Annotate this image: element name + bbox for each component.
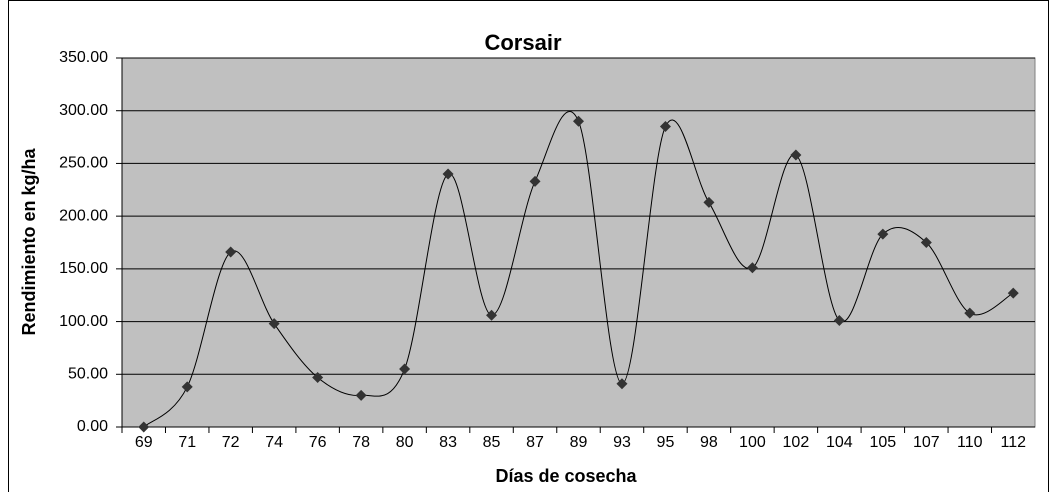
x-tick-label: 112 xyxy=(1001,434,1027,451)
y-tick-label: 150.00 xyxy=(59,260,108,277)
chart-title: Corsair xyxy=(484,30,561,55)
x-axis-label: Días de cosecha xyxy=(495,466,637,486)
data-marker xyxy=(138,421,150,433)
data-marker xyxy=(355,389,367,401)
x-tick-label: 93 xyxy=(613,434,631,451)
y-axis-label: Rendimiento en kg/ha xyxy=(19,148,39,336)
x-tick-label: 107 xyxy=(913,434,940,451)
y-tick-label: 50.00 xyxy=(68,366,108,383)
data-marker xyxy=(268,318,280,330)
plot-area: 0.00 50.00 100.00 150.00 200.00 250.00 300.00 3… xyxy=(59,49,1036,451)
x-tick-label: 78 xyxy=(352,434,370,451)
x-tick-label: 69 xyxy=(135,434,153,451)
x-tick-label: 76 xyxy=(309,434,327,451)
data-marker xyxy=(920,237,932,248)
x-tick-label: 105 xyxy=(869,434,896,451)
x-tick-label: 80 xyxy=(396,434,414,451)
plot-background xyxy=(121,57,1036,428)
data-marker xyxy=(703,196,715,208)
data-marker xyxy=(225,246,237,258)
data-marker xyxy=(573,115,584,127)
data-marker xyxy=(529,175,541,187)
y-tick-label: 100.00 xyxy=(59,313,108,330)
data-marker xyxy=(616,378,628,390)
data-marker xyxy=(746,262,758,274)
x-tick-label: 98 xyxy=(700,434,718,451)
data-marker xyxy=(833,315,845,327)
x-tick-label: 102 xyxy=(783,434,810,451)
data-marker xyxy=(181,381,193,393)
x-tick-label: 100 xyxy=(739,434,766,451)
x-tick-label: 71 xyxy=(178,434,196,451)
x-tick-label: 104 xyxy=(826,434,853,451)
x-tick-label: 87 xyxy=(526,434,544,451)
data-marker xyxy=(790,149,802,161)
x-tick-label: 95 xyxy=(657,434,675,451)
x-tick-label: 110 xyxy=(957,434,983,451)
x-tick-label: 85 xyxy=(483,434,501,451)
y-tick-label: 0.00 xyxy=(77,418,108,435)
data-marker xyxy=(486,309,498,321)
x-tick-label: 89 xyxy=(570,434,588,451)
y-tick-label: 300.00 xyxy=(59,102,108,119)
data-marker xyxy=(1007,287,1019,299)
y-tick-label: 350.00 xyxy=(59,49,108,66)
data-marker xyxy=(442,168,454,180)
data-marker xyxy=(964,307,976,319)
y-tick-label: 250.00 xyxy=(59,155,108,172)
x-tick-label: 74 xyxy=(265,434,283,451)
data-marker xyxy=(659,121,671,133)
x-tick-label: 83 xyxy=(439,434,457,451)
y-tick-label: 200.00 xyxy=(59,207,108,224)
data-marker xyxy=(877,228,889,240)
data-marker xyxy=(312,371,324,383)
x-tick-label: 72 xyxy=(222,434,240,451)
data-marker xyxy=(399,363,411,375)
